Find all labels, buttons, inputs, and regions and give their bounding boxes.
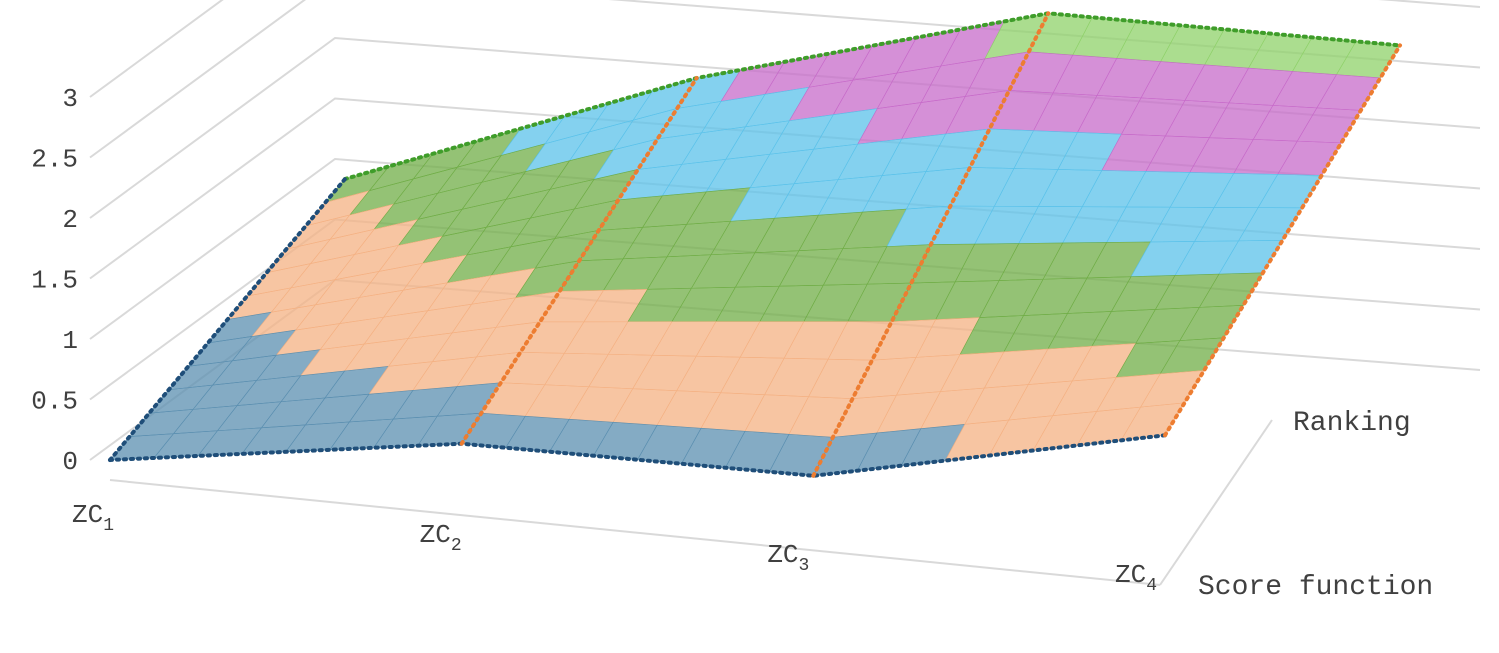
surface-edge [108,177,347,462]
depth-axis-line [1159,419,1273,586]
surface-edge [1163,43,1402,438]
y-tick-label: 1.5 [31,266,78,296]
y-tick-label: 2 [62,205,78,235]
depth-axis: Score function Ranking [1198,408,1433,603]
surface [108,11,1402,478]
gridline [89,0,1481,98]
floor-edge [109,479,1161,586]
surface-edge [811,11,1051,478]
surface-edge [343,11,1402,181]
x-tick-label-zc3: ZC3 [767,540,809,576]
y-tick-label: 0 [62,447,78,477]
x-tick-label-zc1: ZC1 [72,500,114,536]
y-tick-label: 1 [62,326,78,356]
depth-tick-label: Ranking [1293,408,1411,439]
depth-tick-label: Score function [1198,572,1433,603]
surface-edge [459,76,699,446]
y-tick-label: 2.5 [31,145,78,175]
y-tick-label: 3 [62,84,78,114]
x-tick-labels: ZC1 ZC2 ZC3 ZC4 [72,500,1157,596]
x-tick-label-zc2: ZC2 [420,520,462,556]
surface-edge [108,433,1167,478]
y-tick-labels: 0 0.5 1 1.5 2 2.5 3 [31,84,78,477]
y-tick-label: 0.5 [31,387,78,417]
x-tick-label-zc4: ZC4 [1115,560,1157,596]
